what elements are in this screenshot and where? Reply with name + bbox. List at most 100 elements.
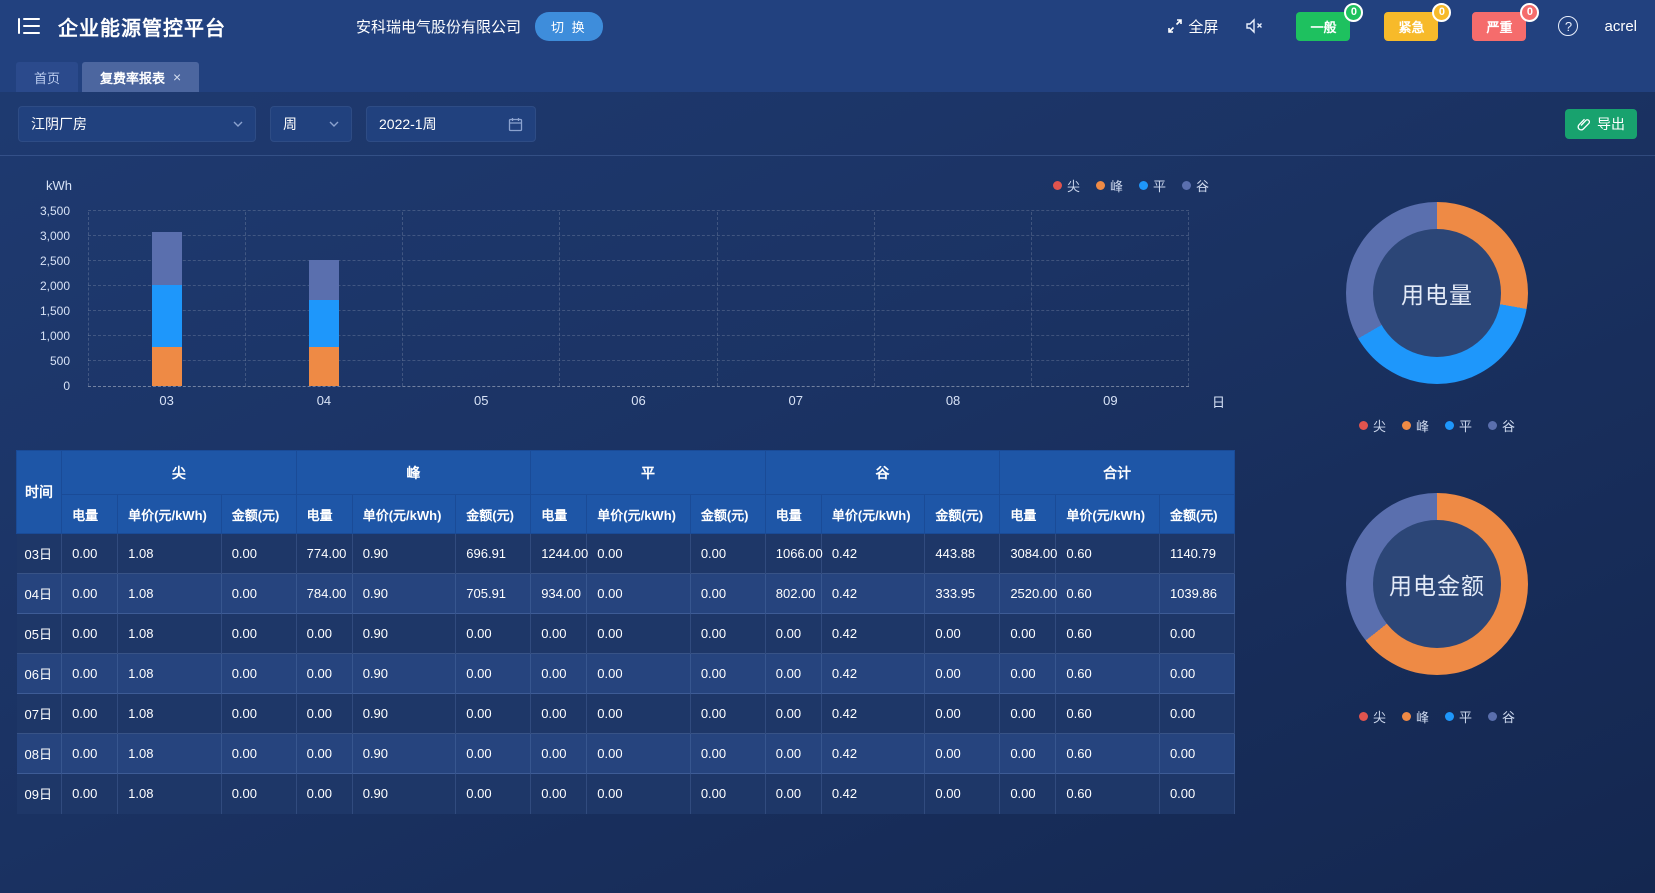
cell-time: 04日 [16,573,63,614]
col-subheader: 单价(元/kWh) [1055,494,1160,534]
table-row: 09日 0.00 1.08 0.00 0.00 0.90 0.00 0.00 0.00 0.00 0… [16,773,1236,814]
cell-value: 2520.00 [999,573,1057,614]
mute-speaker-icon[interactable] [1244,17,1264,35]
legend-dot-icon [1445,712,1454,721]
cell-value: 0.00 [765,693,822,734]
cell-value: 0.60 [1055,773,1160,814]
cell-value: 0.00 [765,653,822,694]
col-subheader: 金额(元) [1158,494,1236,534]
top-bar: 企业能源管控平台 安科瑞电气股份有限公司 切 换 全屏 一般 0 紧急 [0,0,1655,52]
table-row: 03日 0.00 1.08 0.00 774.00 0.90 696.91 1244.00 0.… [16,533,1236,574]
y-axis-unit: kWh [46,177,72,193]
export-button[interactable]: 导出 [1565,109,1637,139]
cell-value: 0.00 [690,573,766,614]
legend-item-平[interactable]: 平 [1445,707,1472,726]
x-tick-label: 07 [788,393,803,408]
cell-value: 0.00 [296,653,353,694]
cell-value: 0.00 [586,533,691,574]
tab-tariff-report[interactable]: 复费率报表 × [82,62,200,92]
cell-value: 0.00 [586,773,691,814]
cell-value: 0.00 [999,613,1057,654]
legend-dot-icon [1181,180,1191,190]
legend-item-尖[interactable]: 尖 [1358,416,1386,435]
legend-label: 平 [1152,178,1166,194]
legend-item-谷[interactable]: 谷 [1488,707,1515,726]
cell-value: 1.08 [117,773,222,814]
switch-company-button[interactable]: 切 换 [535,11,603,41]
cell-value: 0.00 [530,733,588,774]
cell-value: 0.00 [61,653,119,694]
cell-value: 0.00 [690,613,766,654]
cell-value: 443.88 [924,533,1001,574]
legend-label: 谷 [1502,419,1516,434]
cell-value: 0.00 [690,693,766,734]
cell-value: 0.00 [690,653,766,694]
calendar-icon [508,117,523,131]
legend-item-谷[interactable]: 谷 [1488,416,1515,435]
date-picker[interactable]: 2022-1周 [366,106,536,142]
stacked-bar [309,260,340,386]
cell-value: 1140.79 [1159,533,1236,574]
right-column: 用电量 尖峰平谷 用电金额 尖峰平谷 [1235,156,1639,893]
cell-time: 09日 [16,773,63,814]
legend-item-平[interactable]: 平 [1445,416,1472,435]
cell-value: 0.00 [530,653,588,694]
x-tick-label: 09 [1103,393,1118,408]
tab-tariff-report-label: 复费率报表 [100,70,166,86]
help-icon[interactable]: ? [1558,16,1579,36]
col-group-合计: 合计 [999,450,1235,495]
y-tick-label: 0 [63,379,70,393]
cell-value: 1.08 [117,573,222,614]
menu-collapse-icon[interactable] [18,18,40,34]
legend-item-峰[interactable]: 峰 [1095,176,1123,195]
tab-home[interactable]: 首页 [16,62,79,92]
gridline [88,260,1189,261]
legend-dot-icon [1445,421,1454,430]
cell-value: 0.90 [352,573,457,614]
legend-dot-icon [1358,712,1368,721]
site-select[interactable]: 江阴厂房 [18,106,256,142]
alarm-severe-button[interactable]: 严重 0 [1472,2,1540,41]
legend-dot-icon [1095,180,1105,190]
legend-label: 峰 [1415,419,1429,434]
tab-bar: 首页 复费率报表 × [0,52,1655,92]
x-tick-label: 06 [631,393,646,408]
alarm-urgent-button[interactable]: 紧急 0 [1384,2,1452,41]
legend-item-峰[interactable]: 峰 [1401,707,1429,726]
cell-value: 0.42 [821,533,926,574]
period-select[interactable]: 周 [270,106,352,142]
legend-item-峰[interactable]: 峰 [1401,416,1429,435]
top-right-actions: 全屏 一般 0 紧急 0 严重 0 ? acrel [1167,2,1637,41]
cell-value: 1.08 [117,653,222,694]
cell-value: 934.00 [530,573,588,614]
cell-value: 0.00 [765,773,822,814]
gridline [88,310,1189,311]
legend-item-尖[interactable]: 尖 [1052,176,1080,195]
cell-value: 0.42 [821,573,926,614]
cell-value: 0.00 [765,733,822,774]
cell-value: 0.00 [296,773,353,814]
alarm-normal-button[interactable]: 一般 0 [1296,2,1364,41]
x-axis-labels: 03 04 05 06 07 08 09 [88,393,1189,408]
legend-item-尖[interactable]: 尖 [1358,707,1386,726]
cell-value: 0.90 [352,773,457,814]
tab-close-icon[interactable]: × [173,69,182,85]
cell-value: 0.00 [455,653,532,694]
cell-value: 0.00 [999,773,1057,814]
y-tick-label: 1,000 [39,329,70,343]
bar-slot [1030,212,1189,386]
legend-item-平[interactable]: 平 [1138,176,1166,195]
fullscreen-button[interactable]: 全屏 [1167,16,1218,37]
legend-label: 峰 [1415,710,1429,725]
cell-value: 0.00 [924,653,1001,694]
username[interactable]: acrel [1604,17,1637,35]
bar-slots [88,212,1189,386]
gridline [88,360,1189,361]
legend-item-谷[interactable]: 谷 [1181,176,1209,195]
cell-value: 0.00 [296,733,353,774]
y-tick-label: 2,000 [39,279,70,293]
legend-label: 尖 [1372,710,1386,725]
tab-home-label: 首页 [34,70,61,86]
cell-value: 0.00 [924,613,1001,654]
